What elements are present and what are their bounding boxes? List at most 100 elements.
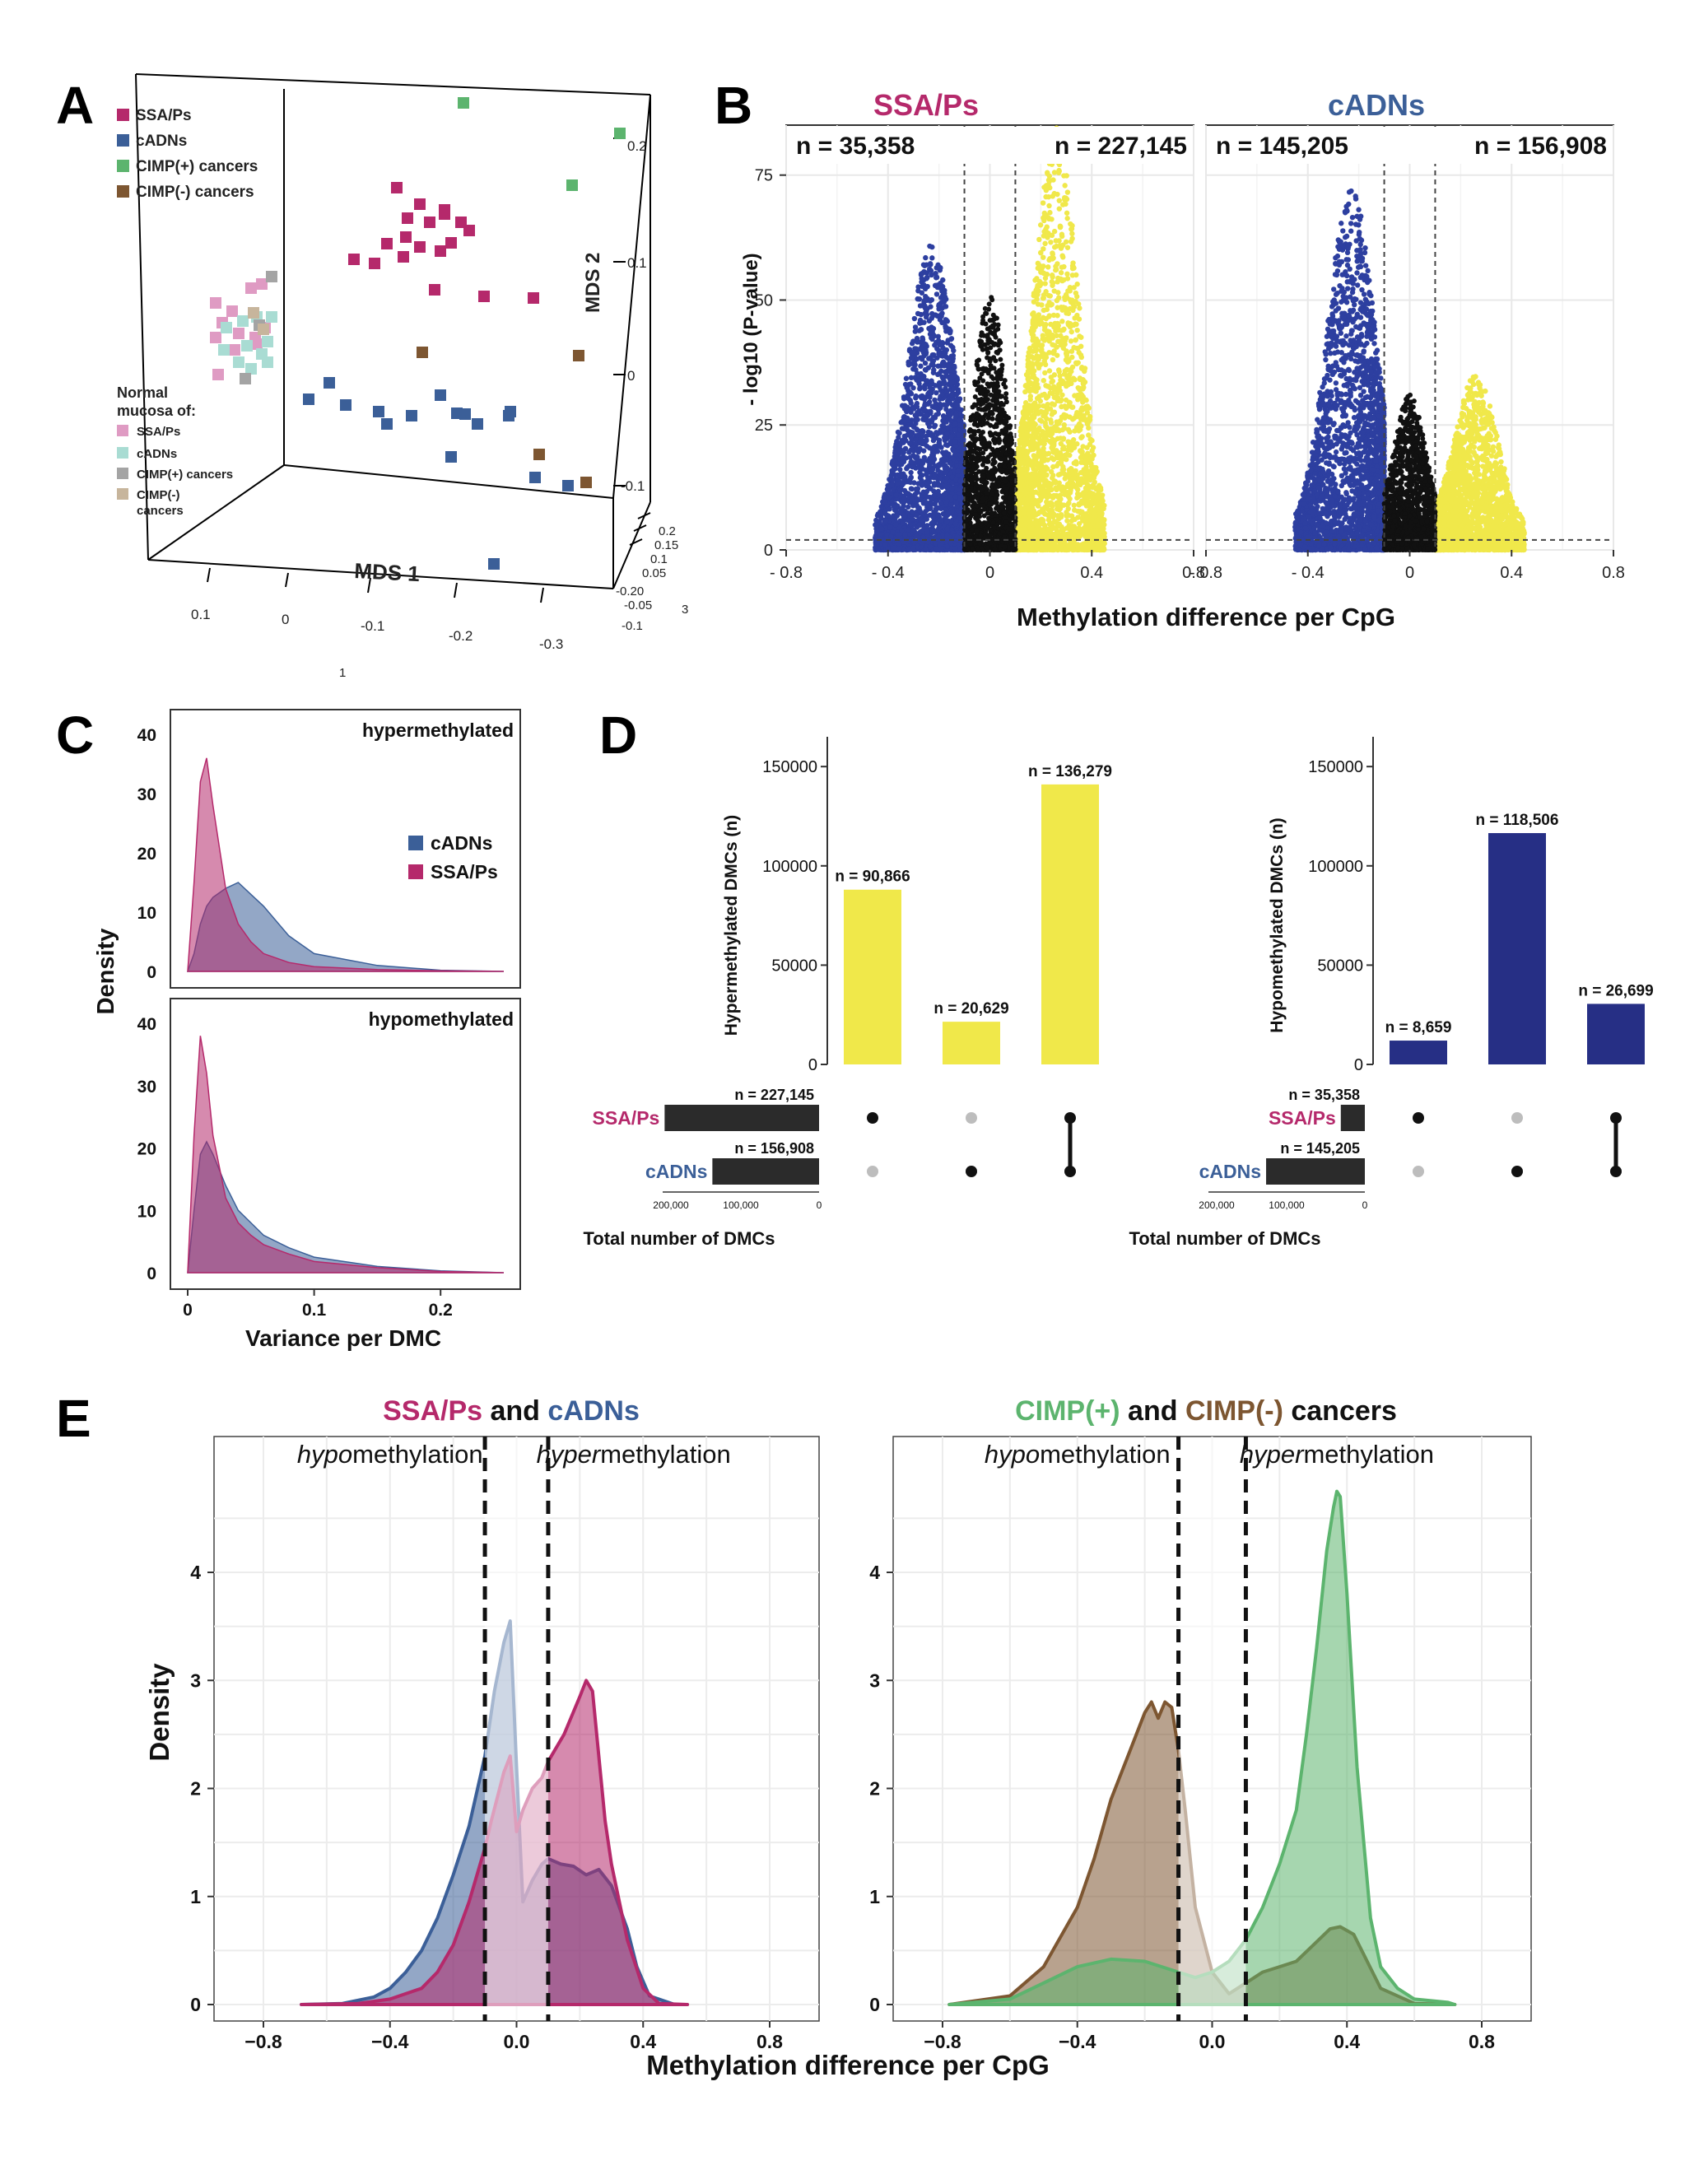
volcano-point-hyper (1059, 264, 1064, 270)
volcano-point-hyper (1055, 279, 1060, 285)
mds-point-cadn (435, 389, 446, 401)
normal-label-cimp-neg: CIMP(-) (137, 488, 180, 502)
volcano-point-hypo (878, 526, 885, 532)
volcano-point-hypo (896, 435, 901, 440)
volcano-point-hypo (949, 485, 956, 491)
volcano-point-hypo (910, 349, 916, 356)
volcano-point-hypo (896, 546, 902, 552)
mds-point-cadn (562, 480, 574, 491)
panel-label-b: B (715, 76, 752, 135)
volcano-point-hypo (929, 272, 934, 278)
volcano-point-hypo (924, 270, 930, 276)
volcano-point-hyper (1075, 494, 1081, 500)
volcano-point-hyper (1065, 310, 1072, 316)
volcano-point-hypo (943, 406, 949, 412)
mds-point-normal-ssa (210, 297, 221, 309)
volcano-point-hypo (924, 297, 929, 304)
mds-point-normal-cadn (262, 356, 273, 368)
volcano-point-hypo (922, 303, 928, 309)
volcano-point-hypo (940, 375, 946, 381)
volcano-point-hyper (1054, 297, 1060, 304)
volcano-point-hyper (1042, 361, 1049, 368)
volcano-point-hypo (944, 533, 950, 539)
volcano-point-hypo (938, 381, 944, 387)
volcano-point-hypo (878, 504, 884, 510)
volcano-point-hypo (954, 377, 961, 383)
volcano-point-hyper (1064, 276, 1071, 282)
volcano-point-hypo (907, 389, 913, 395)
volcano-point-hyper (1056, 206, 1063, 212)
volcano-point-hypo (937, 401, 943, 407)
mds2-tick-0: 0.2 (627, 138, 647, 154)
volcano-point-hypo (889, 461, 895, 467)
volcano-point-hyper (1055, 191, 1060, 198)
volcano-point-hypo (956, 405, 961, 412)
volcano-point-hyper (1054, 530, 1059, 536)
volcano-point-hypo (929, 496, 935, 502)
mds-point-cimp-neg (533, 449, 545, 460)
volcano-point-hyper (1036, 288, 1041, 294)
volcano-point-hyper (1045, 264, 1051, 270)
mds-point-normal-cimp-neg (258, 324, 269, 335)
mds-point-ssa (391, 182, 403, 193)
volcano-point-hypo (934, 431, 941, 437)
depth-tick-6: -0.1 (622, 619, 643, 633)
volcano-point-hyper (1064, 210, 1070, 216)
mds-point-cimp-pos (458, 97, 469, 109)
volcano-point-hypo (956, 389, 961, 395)
volcano-point-hyper (1068, 484, 1075, 490)
volcano-point-hypo (906, 440, 913, 446)
volcano-point-hyper (1073, 360, 1079, 366)
volcano-point-hypo (924, 528, 930, 533)
volcano-point-hypo (948, 541, 954, 547)
volcano-point-hyper (1064, 456, 1069, 463)
volcano-point-hypo (917, 339, 923, 345)
volcano-point-hypo (938, 311, 944, 317)
volcano-point-hyper (1059, 307, 1065, 313)
volcano-point-hyper (1064, 244, 1071, 250)
volcano-point-hypo (895, 429, 901, 435)
volcano-point-hypo (931, 456, 938, 463)
volcano-point-hypo (908, 355, 915, 361)
volcano-point-hypo (933, 383, 938, 389)
volcano-point-hypo (906, 449, 912, 455)
volcano-point-hypo (935, 482, 942, 488)
volcano-point-hypo (955, 468, 961, 474)
volcano-point-hypo (906, 417, 911, 423)
volcano-point-hypo (915, 432, 921, 439)
volcano-point-hypo (910, 527, 916, 533)
volcano-point-hypo (899, 520, 906, 526)
volcano-point-hyper (1046, 521, 1053, 527)
mds-point-cadn (505, 406, 516, 417)
mds-point-normal-ssa (233, 328, 244, 339)
volcano-point-hypo (908, 375, 915, 381)
volcano-point-hypo (899, 528, 905, 533)
volcano-point-hypo (922, 360, 929, 366)
volcano-point-hypo (952, 439, 958, 445)
volcano-point-hyper (1043, 193, 1049, 200)
panel-label-d: D (599, 705, 637, 765)
volcano-point-hypo (914, 356, 920, 362)
mds-point-cadn (459, 408, 471, 420)
volcano-point-hyper (1035, 301, 1041, 307)
volcano-point-hypo (943, 469, 949, 476)
volcano-point-hyper (1054, 344, 1059, 350)
normal-legend-title-1: Normal (117, 384, 168, 401)
volcano-point-hyper (1055, 305, 1060, 310)
volcano-point-hypo (957, 396, 963, 402)
volcano-point-hypo (927, 266, 933, 272)
volcano-point-hypo (943, 347, 950, 353)
volcano-point-hypo (923, 254, 929, 261)
volcano-point-hyper (1041, 217, 1047, 224)
mds-point-cimp-neg (417, 347, 428, 358)
volcano-point-hypo (953, 412, 959, 417)
volcano-point-hypo (897, 467, 903, 473)
mds-point-ssa (528, 292, 539, 304)
normal-swatch-cimp-neg (117, 488, 128, 500)
volcano-point-hypo (904, 408, 910, 415)
volcano-point-hypo (893, 507, 899, 514)
volcano-point-hypo (922, 499, 929, 505)
volcano-point-hypo (906, 526, 912, 533)
volcano-point-hypo (910, 545, 916, 552)
volcano-point-hypo (951, 467, 957, 473)
